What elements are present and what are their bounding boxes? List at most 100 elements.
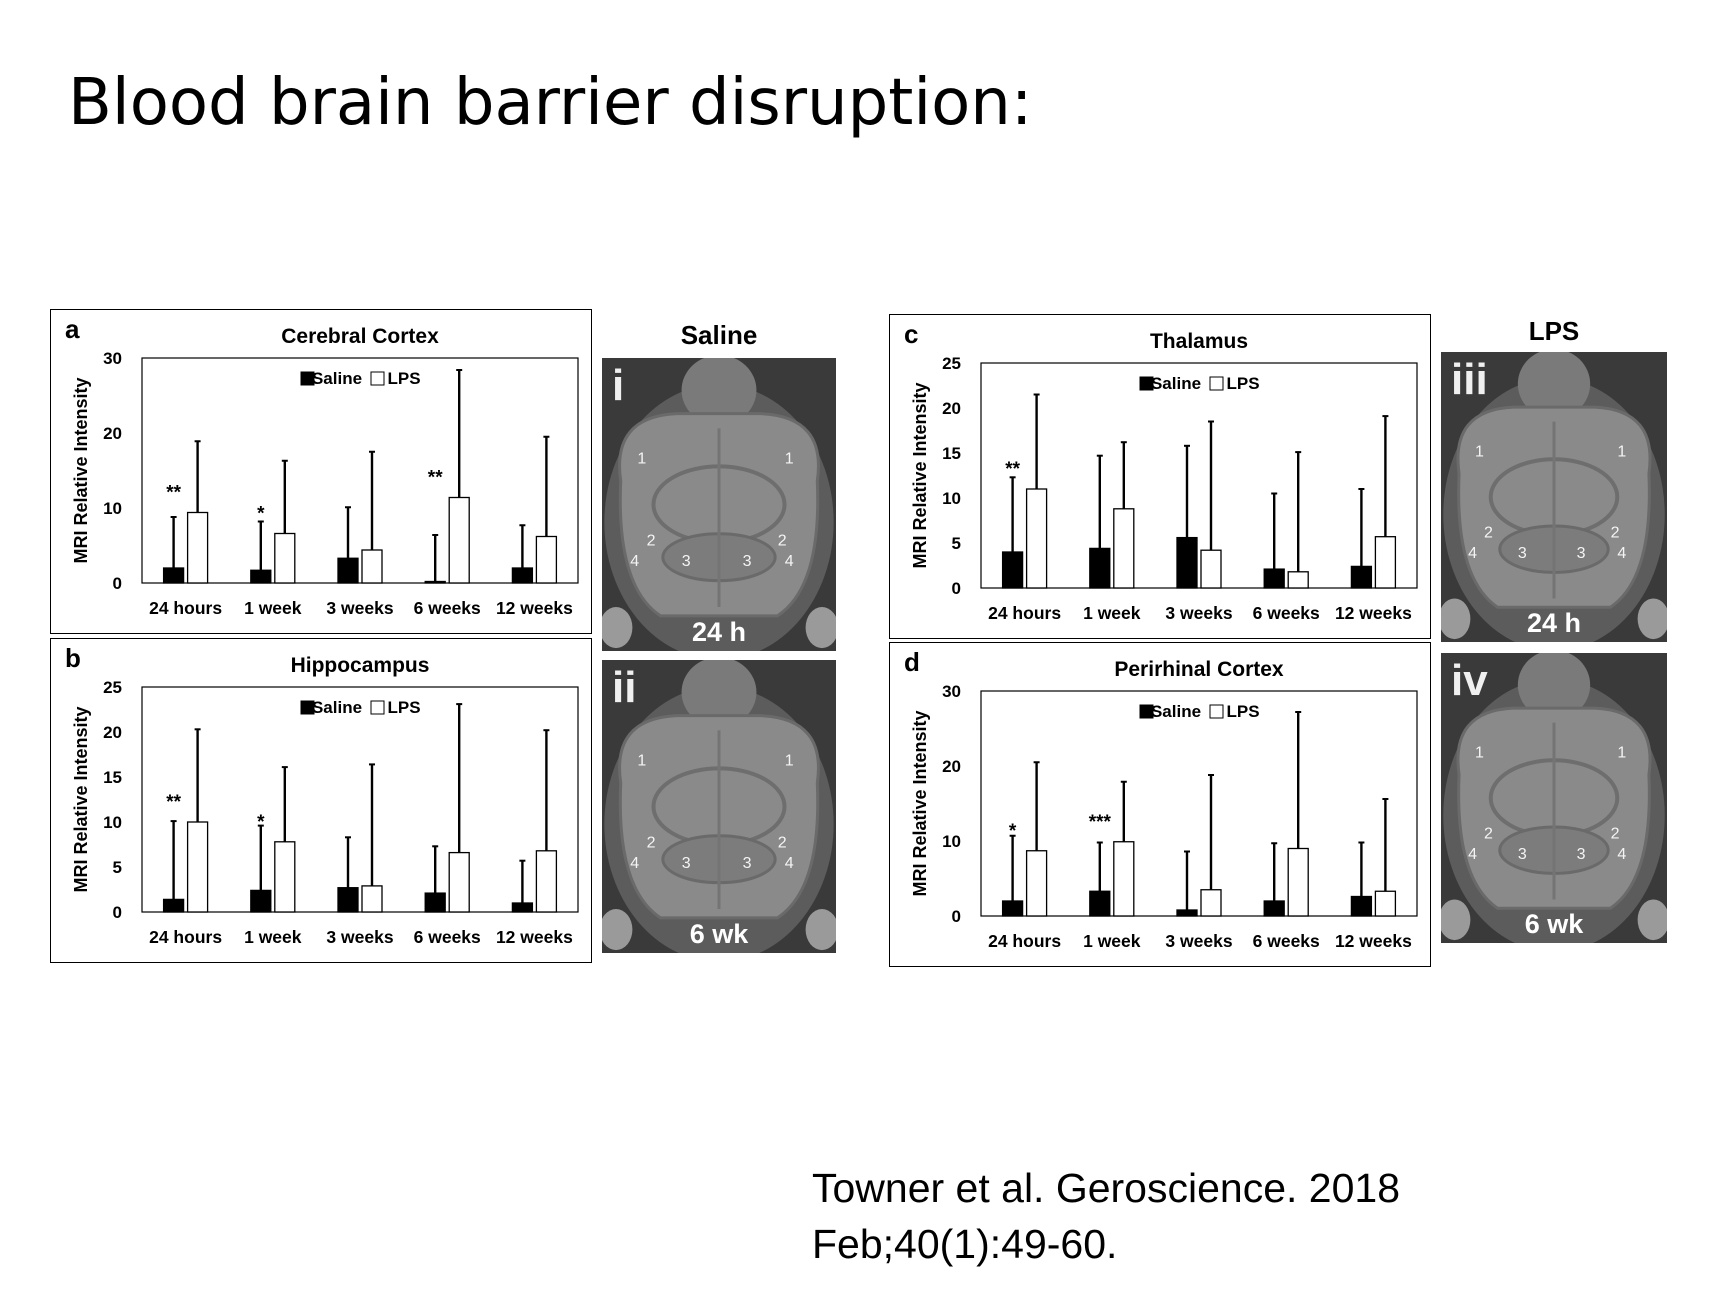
region-label: 1 xyxy=(785,752,794,769)
significance-marker: ** xyxy=(1005,459,1020,480)
lateral-structure xyxy=(805,607,836,649)
olfactory-bulb xyxy=(681,358,757,426)
y-tick-label: 30 xyxy=(942,682,961,701)
bar-saline xyxy=(250,889,272,913)
bar-lps xyxy=(1374,890,1397,917)
x-tick-label: 6 weeks xyxy=(1253,603,1320,623)
bar-lps xyxy=(186,511,209,584)
x-tick-label: 6 weeks xyxy=(414,598,481,618)
x-tick-label: 3 weeks xyxy=(1165,931,1232,951)
region-label: 4 xyxy=(630,553,639,570)
panel-letter: d xyxy=(904,647,920,677)
bar-saline xyxy=(337,557,359,584)
region-label: 4 xyxy=(1617,846,1626,863)
legend-lps-label: LPS xyxy=(1226,374,1259,393)
scan-roman-label: iii xyxy=(1451,355,1488,404)
mri-scan-iv: iv 6 wk 1 1 2 2 3 3 4 4 xyxy=(1441,653,1667,943)
y-tick-label: 0 xyxy=(113,574,122,593)
region-label: 3 xyxy=(682,553,691,570)
bar-saline xyxy=(424,892,446,913)
significance-marker: * xyxy=(1009,821,1017,842)
chart-panel-c: c Thalamus MRI Relative Intensity 0 5 10 15 20 2… xyxy=(889,314,1431,639)
legend-saline-swatch xyxy=(300,700,315,715)
region-label: 1 xyxy=(637,752,646,769)
olfactory-bulb xyxy=(1517,352,1591,419)
slide-title: Blood brain barrier disruption: xyxy=(68,66,1033,140)
bar-lps xyxy=(1200,549,1222,589)
y-axis-label: MRI Relative Intensity xyxy=(71,706,91,892)
chart-title: Thalamus xyxy=(1150,330,1248,353)
region-label: 1 xyxy=(1475,443,1484,460)
bar-saline xyxy=(1089,547,1111,589)
region-label: 2 xyxy=(778,533,787,550)
x-tick-label: 1 week xyxy=(244,598,302,618)
chart-svg: c Thalamus MRI Relative Intensity 0 5 10 15 20 2… xyxy=(904,319,1418,623)
legend-lps-swatch xyxy=(1209,704,1224,719)
x-tick-label: 12 weeks xyxy=(1335,603,1412,623)
bar-saline xyxy=(1176,536,1198,589)
region-label: 2 xyxy=(1611,525,1620,542)
mri-image: i 24 h 1 1 2 2 3 3 4 4 xyxy=(602,358,836,651)
bar-lps xyxy=(274,841,296,913)
significance-marker: ** xyxy=(166,792,181,813)
x-tick-label: 3 weeks xyxy=(326,927,393,947)
x-tick-label: 3 weeks xyxy=(326,598,393,618)
y-tick-label: 25 xyxy=(942,354,961,373)
region-label: 1 xyxy=(1617,443,1626,460)
y-axis-label: MRI Relative Intensity xyxy=(71,377,91,563)
lateral-structure xyxy=(602,909,633,951)
region-label: 3 xyxy=(1577,545,1586,562)
y-tick-label: 20 xyxy=(103,424,122,443)
bar-lps xyxy=(1287,571,1309,589)
legend-lps-label: LPS xyxy=(1226,702,1259,721)
x-tick-label: 6 weeks xyxy=(1253,931,1320,951)
mri-image: iv 6 wk 1 1 2 2 3 3 4 4 xyxy=(1441,653,1667,943)
bar-lps xyxy=(1287,847,1309,917)
region-label: 3 xyxy=(682,855,691,872)
lateral-structure xyxy=(602,607,633,649)
panel-letter: a xyxy=(65,314,80,344)
bar-saline xyxy=(1263,900,1285,917)
legend-saline-label: Saline xyxy=(312,698,362,717)
lateral-structure xyxy=(1637,899,1667,941)
mri-scan-ii: ii 6 wk 1 1 2 2 3 3 4 4 xyxy=(602,660,836,953)
legend-lps-label: LPS xyxy=(387,698,420,717)
lateral-structure xyxy=(1637,598,1667,640)
bar-saline xyxy=(1001,900,1024,917)
y-tick-label: 15 xyxy=(942,444,961,463)
bar-saline xyxy=(1001,551,1024,589)
legend-lps-label: LPS xyxy=(387,369,420,388)
significance-marker: *** xyxy=(1089,812,1112,833)
region-label: 4 xyxy=(630,855,639,872)
bar-saline xyxy=(511,567,534,584)
chart-panel-d: d Perirhinal Cortex MRI Relative Intensity… xyxy=(889,642,1431,967)
lateral-structure xyxy=(805,909,836,951)
y-tick-label: 10 xyxy=(942,489,961,508)
olfactory-bulb xyxy=(1517,653,1591,720)
bar-lps xyxy=(448,851,470,913)
bar-lps xyxy=(1374,536,1397,589)
legend-saline-label: Saline xyxy=(1151,702,1201,721)
lateral-structure xyxy=(1441,598,1471,640)
bar-lps xyxy=(1113,841,1135,917)
legend-saline-swatch xyxy=(1139,376,1154,391)
y-tick-label: 10 xyxy=(103,813,122,832)
mri-scan-i: i 24 h 1 1 2 2 3 3 4 4 xyxy=(602,358,836,651)
chart-panel-b: b Hippocampus MRI Relative Intensity 0 5 10 15… xyxy=(50,638,592,963)
x-tick-label: 24 hours xyxy=(149,598,222,618)
bar-lps xyxy=(1113,508,1135,589)
mri-image: ii 6 wk 1 1 2 2 3 3 4 4 xyxy=(602,660,836,953)
y-tick-label: 10 xyxy=(103,499,122,518)
panel-letter: b xyxy=(65,643,81,673)
plot-frame xyxy=(141,357,579,584)
significance-marker: ** xyxy=(166,483,181,504)
bar-saline xyxy=(250,569,272,584)
citation-line-2: Feb;40(1):49-60. xyxy=(812,1221,1118,1267)
y-tick-label: 20 xyxy=(942,757,961,776)
region-label: 1 xyxy=(785,450,794,467)
x-tick-label: 12 weeks xyxy=(496,927,573,947)
y-axis-label: MRI Relative Intensity xyxy=(910,710,930,896)
region-label: 4 xyxy=(1468,846,1477,863)
bar-saline xyxy=(424,580,446,584)
x-tick-label: 24 hours xyxy=(149,927,222,947)
